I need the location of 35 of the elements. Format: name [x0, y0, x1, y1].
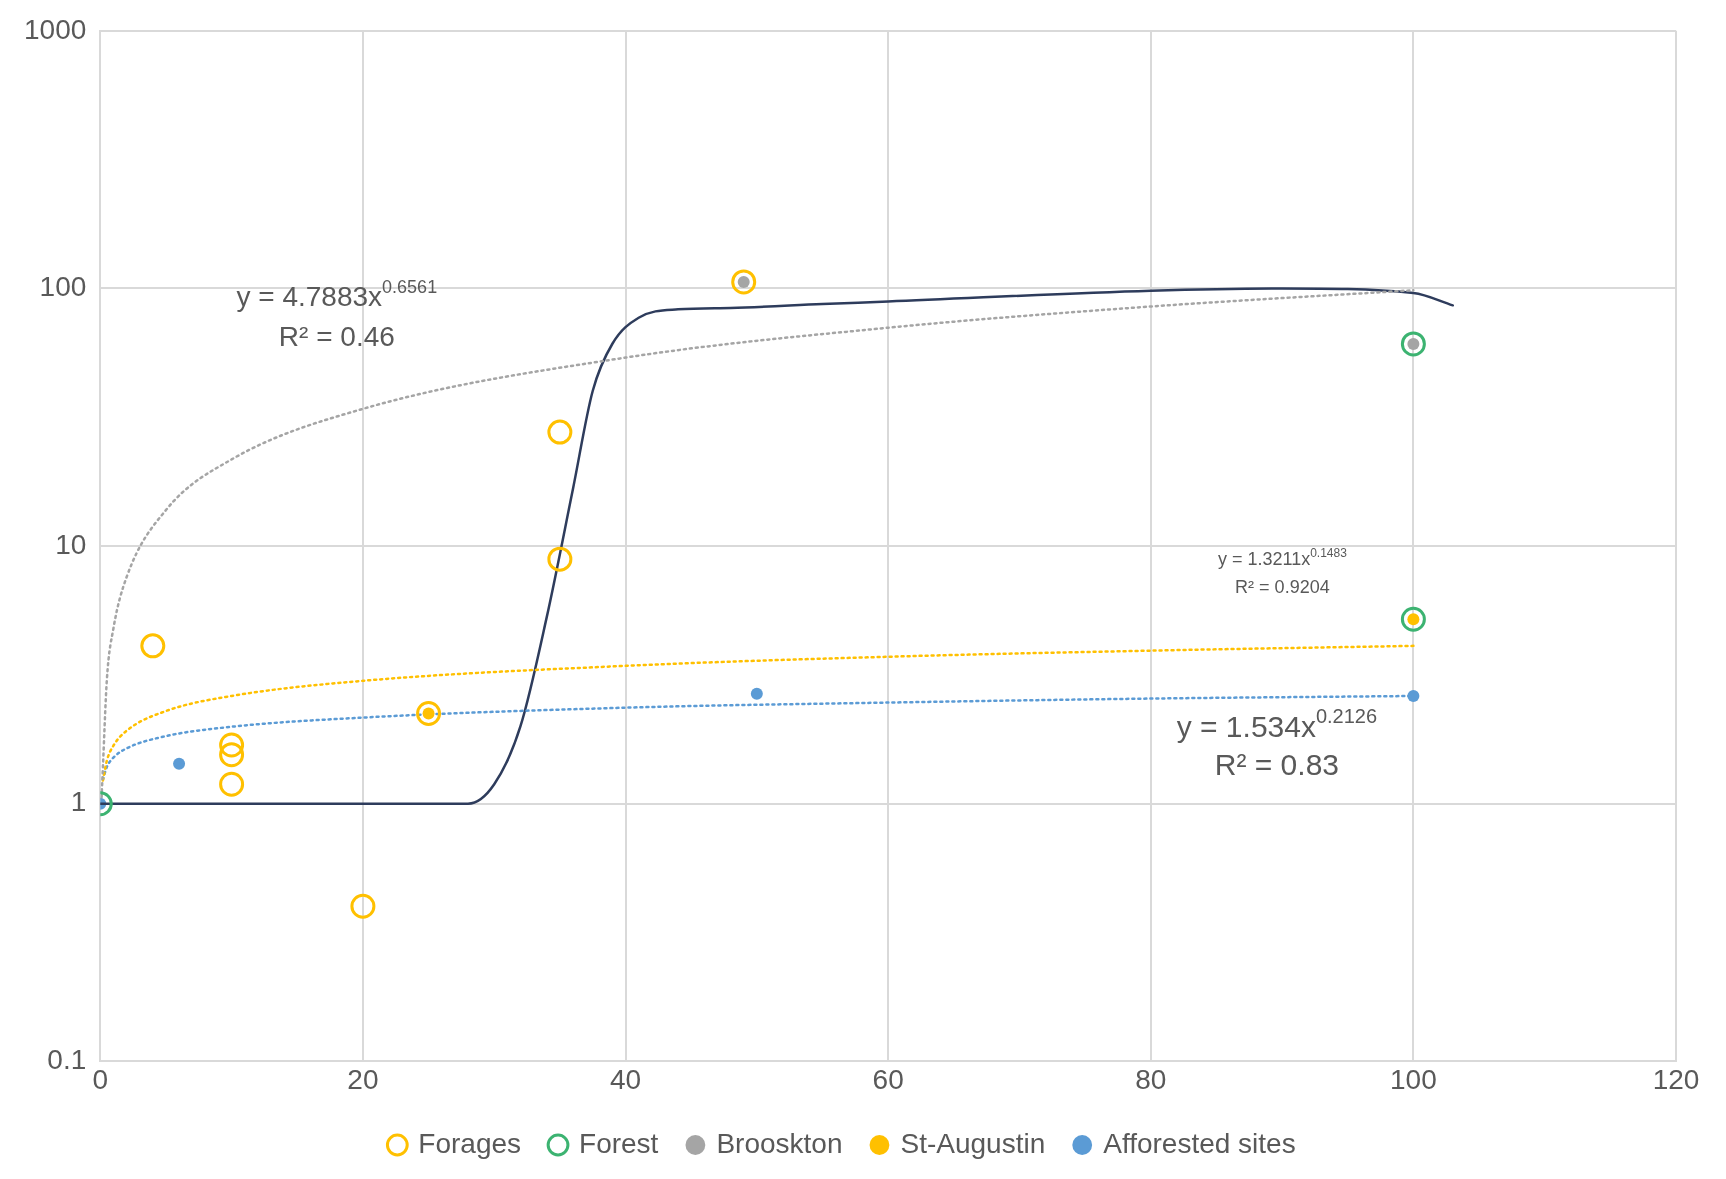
annotation: R² = 0.83	[1214, 748, 1340, 782]
point	[173, 757, 186, 770]
point	[1400, 606, 1426, 632]
point	[219, 732, 245, 758]
x-tick-label: 60	[872, 1063, 904, 1095]
point	[1407, 689, 1420, 702]
annotation: R² = 0.46	[278, 320, 395, 352]
legend-label: Afforested sites	[1103, 1127, 1296, 1159]
y-tick-label: 100	[39, 271, 87, 303]
x-tick-label: 20	[347, 1063, 379, 1095]
point	[350, 893, 376, 919]
point	[547, 419, 573, 445]
y-tick-label: 0.1	[47, 1044, 87, 1076]
x-tick-label: 120	[1652, 1063, 1700, 1095]
y-tick-label: 10	[55, 528, 87, 560]
x-tick-label: 80	[1135, 1063, 1167, 1095]
point	[547, 546, 573, 572]
point	[219, 742, 245, 768]
x-tick-label: 100	[1390, 1063, 1437, 1095]
point	[416, 701, 442, 727]
point	[731, 269, 757, 295]
y-tick-label: 1000	[23, 13, 87, 45]
legend-label: Brooskton	[716, 1127, 843, 1159]
legend-label: Forages	[418, 1127, 522, 1159]
point	[140, 633, 166, 659]
y-tick-label: 1	[70, 786, 87, 818]
point	[1400, 331, 1426, 357]
annotation: R² = 0.9204	[1235, 576, 1330, 597]
x-tick-label: 0	[92, 1063, 109, 1095]
line-series	[101, 644, 1415, 782]
x-tick-label: 40	[609, 1063, 642, 1095]
legend-label: Forest	[579, 1127, 659, 1159]
point	[750, 687, 763, 700]
legend-label: St-Augustin	[900, 1127, 1046, 1159]
point	[219, 771, 245, 797]
